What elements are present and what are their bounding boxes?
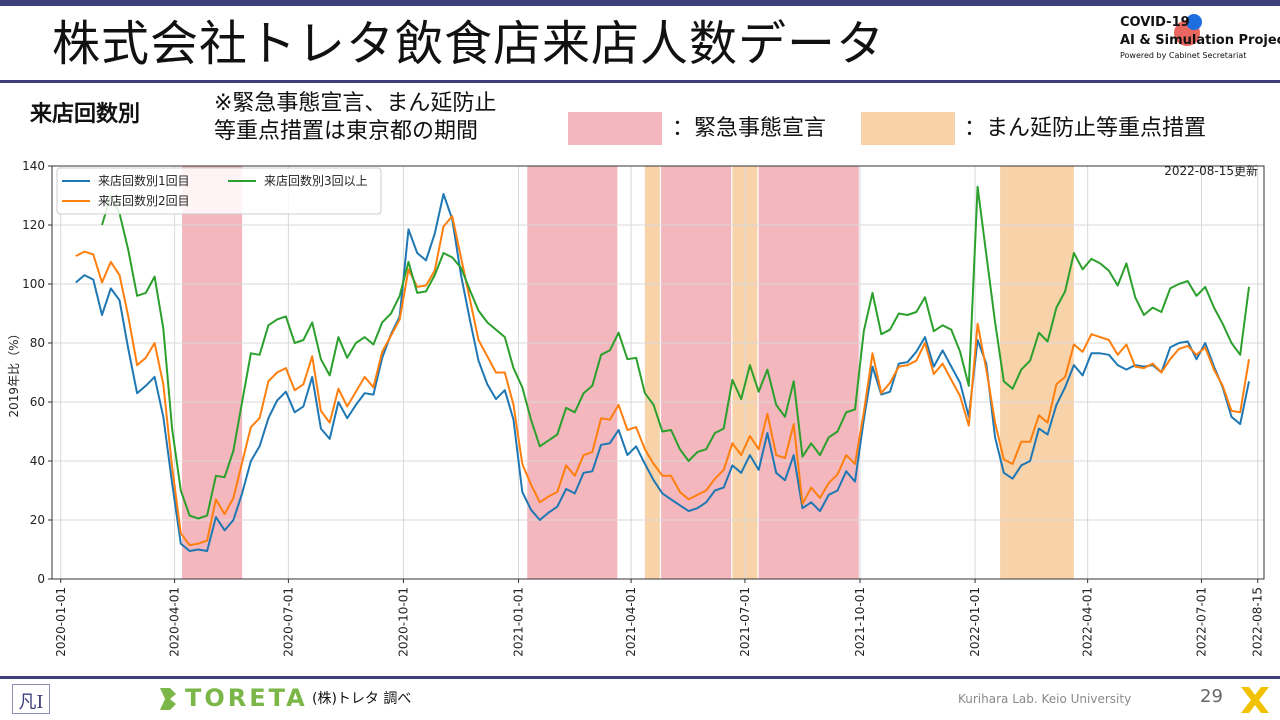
x-tick-label: 2022-01-01	[968, 587, 982, 657]
data-source: (株)トレタ 調べ	[312, 691, 412, 707]
priority-period-band	[644, 166, 660, 579]
x-tick-label: 2021-04-01	[624, 587, 638, 657]
x-tick-label: 2021-07-01	[738, 587, 752, 657]
title-divider	[0, 80, 1280, 83]
priority-legend-label: ：まん延防止等重点措置	[964, 116, 1207, 141]
top-accent-bar	[0, 0, 1280, 6]
page-title: 株式会社トレタ飲食店来店人数データ	[52, 16, 886, 72]
x-tick-label: 2022-07-01	[1194, 587, 1208, 657]
x-tick-label: 2022-08-15	[1251, 587, 1265, 657]
emergency-legend-label: ：緊急事態宣言	[672, 116, 827, 141]
x-mark-icon	[1241, 687, 1269, 713]
policy-period-bands	[182, 166, 1074, 579]
legend-label-2: 来店回数別2回目	[98, 193, 190, 208]
period-note: ※緊急事態宣言、まん延防止 等重点措置は東京都の期間	[214, 90, 496, 146]
y-tick-label: 80	[30, 336, 45, 350]
legend-box	[56, 167, 382, 215]
priority-period-band	[1000, 166, 1074, 579]
section-label: 来店回数別	[30, 102, 141, 127]
period-note-line-2: 等重点措置は東京都の期間	[214, 119, 479, 144]
legend-label-3: 来店回数別3回以上	[264, 173, 368, 188]
series-lines	[75, 185, 1250, 552]
y-tick-label: 120	[22, 218, 45, 232]
emergency-period-band	[527, 166, 618, 579]
y-axis-ticks: 0 20 40 60 80 100 120 140	[22, 159, 52, 586]
y-tick-label: 40	[30, 454, 45, 468]
emergency-period-band	[182, 166, 243, 579]
x-tick-label: 2021-01-01	[512, 587, 526, 657]
logo-blue-circle	[1186, 14, 1202, 30]
plot-frame	[51, 165, 1265, 580]
legend-label-1: 来店回数別1回目	[98, 173, 190, 188]
logo-line-2: AI & Simulation Project	[1120, 33, 1280, 48]
emergency-period-band	[758, 166, 859, 579]
series-line-1	[75, 193, 1250, 552]
y-axis-label: 2019年比（%）	[7, 328, 21, 418]
update-date-annotation: 2022-08-15更新	[1164, 163, 1258, 178]
y-tick-label: 0	[37, 572, 45, 586]
page-number: 29	[1200, 686, 1223, 707]
logo-line-1: COVID-19	[1120, 15, 1190, 30]
footer-divider	[0, 676, 1280, 679]
emergency-period-band	[661, 166, 732, 579]
x-tick-label: 2022-04-01	[1081, 587, 1095, 657]
lab-credit: Kurihara Lab. Keio University	[958, 692, 1132, 706]
x-tick-label: 2020-04-01	[168, 587, 182, 657]
y-tick-label: 60	[30, 395, 45, 409]
toreta-logo-text: TORETA	[185, 684, 308, 712]
y-tick-label: 100	[22, 277, 45, 291]
x-tick-label: 2020-10-01	[396, 587, 410, 657]
x-tick-label: 2020-07-01	[281, 587, 295, 657]
y-tick-label: 140	[22, 159, 45, 173]
x-tick-label: 2021-10-01	[853, 587, 867, 657]
keio-ai-logo: 凡I	[12, 684, 50, 714]
series-line-2	[75, 215, 1250, 547]
priority-legend-swatch	[861, 112, 955, 145]
x-tick-label: 2020-01-01	[54, 587, 68, 657]
toreta-logo-icon	[160, 688, 176, 710]
covid-ai-project-logo: COVID-19 AI & Simulation Project Powered…	[1112, 14, 1280, 72]
x-axis-ticks: 2020-01-01 2020-04-01 2020-07-01 2020-10-01…	[54, 579, 1265, 657]
emergency-legend-swatch	[568, 112, 662, 145]
y-tick-label: 20	[30, 513, 45, 527]
logo-line-3: Powered by Cabinet Secretariat	[1120, 51, 1247, 60]
keio-ai-logo-glyph: 凡I	[18, 692, 44, 713]
series-line-3	[101, 185, 1250, 520]
period-note-line-1: ※緊急事態宣言、まん延防止	[214, 91, 497, 116]
